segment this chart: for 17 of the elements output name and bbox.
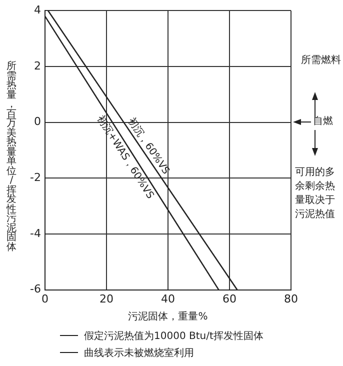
y-tick-label: 2 <box>34 59 41 72</box>
text: 曲线表示未被燃烧室利用 <box>84 346 194 360</box>
y-tick-label: -6 <box>30 282 41 296</box>
y-tick-label: 4 <box>34 3 41 16</box>
y-tick-label: 0 <box>34 115 41 128</box>
text: 所需热量，百万美热量单位/挥发性污泥固体 <box>6 61 16 252</box>
text: 所需燃料 <box>301 54 341 68</box>
text: 自燃 <box>313 115 333 130</box>
x-tick-label: 60 <box>222 292 236 306</box>
x-tick-label: 40 <box>160 292 175 306</box>
x-tick-label: 20 <box>99 292 114 306</box>
y-tick-label: -2 <box>30 170 41 184</box>
text: 假定污泥热值为10000 Btu/t挥发性固体 <box>84 330 264 342</box>
x-tick-label: 80 <box>284 292 298 306</box>
text: 可用的多余剩余热量取决于污泥热值 <box>295 166 335 222</box>
x-axis-title: 污泥固体，重量% <box>128 310 208 323</box>
y-tick-label: -4 <box>30 226 41 240</box>
